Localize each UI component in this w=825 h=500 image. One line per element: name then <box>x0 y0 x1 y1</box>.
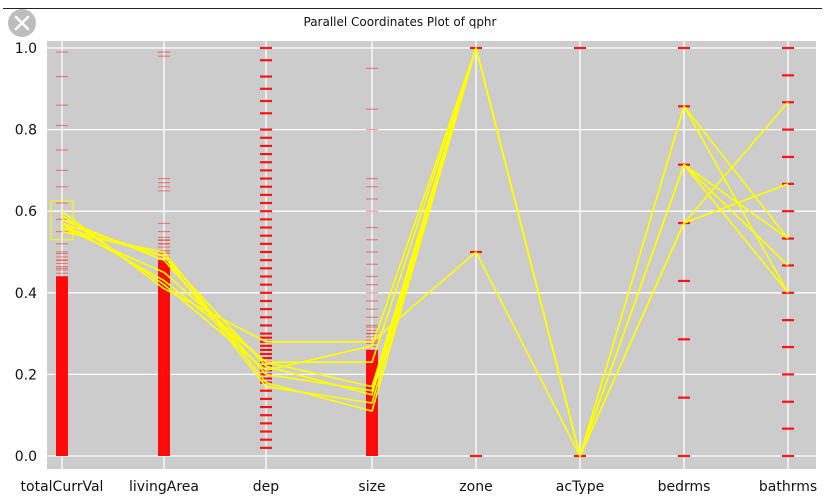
axis-label: zone <box>459 479 492 495</box>
y-tick-label: 0.8 <box>15 123 37 139</box>
axis-label: size <box>358 479 385 495</box>
axis-label: bedrms <box>658 479 711 495</box>
highlighted-record-line <box>61 183 789 457</box>
highlighted-record-line <box>61 47 789 457</box>
axis-label: bathrms <box>759 479 817 495</box>
y-tick-label: 1.0 <box>15 41 37 57</box>
parallel-coordinates-chart: Parallel Coordinates Plot of qphr 0.0 0.2… <box>15 15 817 495</box>
y-tick-label: 0.2 <box>15 367 37 383</box>
highlighted-record-line <box>61 47 789 457</box>
close-button[interactable] <box>8 9 36 37</box>
close-icon <box>14 15 30 31</box>
axis-label: acType <box>556 479 604 495</box>
dense-value-band <box>158 260 170 456</box>
axis-label: dep <box>253 479 280 495</box>
chart-panel: Parallel Coordinates Plot of qphr 0.0 0.2… <box>3 8 822 497</box>
y-tick-label: 0.6 <box>15 204 37 220</box>
axis-label: totalCurrVal <box>21 479 104 495</box>
y-tick-label: 0.4 <box>15 286 37 302</box>
axis-label: livingArea <box>129 479 199 495</box>
dense-value-band <box>56 276 68 456</box>
y-tick-label: 0.0 <box>15 449 37 465</box>
chart-title: Parallel Coordinates Plot of qphr <box>304 15 497 29</box>
